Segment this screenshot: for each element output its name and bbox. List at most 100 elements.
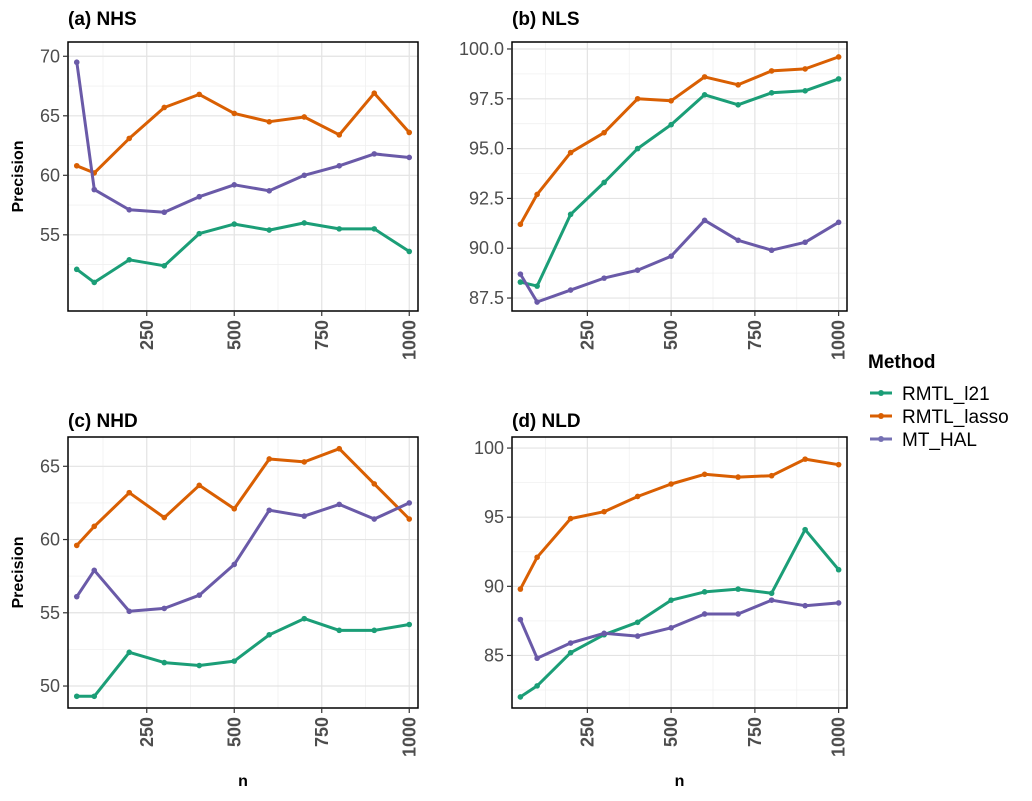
data-point-rmtl-lasso <box>196 482 203 489</box>
data-point-mt-hal <box>534 655 540 662</box>
data-point-mt-hal <box>301 172 308 179</box>
data-point-rmtl-lasso <box>802 66 808 72</box>
data-point-mt-hal <box>802 602 808 609</box>
legend-entry-mt-hal: MT_HAL <box>870 430 977 451</box>
y-tick-label: 60 <box>40 165 60 185</box>
data-point-rmtl-l21 <box>835 566 842 573</box>
data-point-rmtl-lasso <box>406 516 413 522</box>
data-point-rmtl-lasso <box>735 82 741 88</box>
data-point-mt-hal <box>567 287 574 293</box>
y-tick-label: 60 <box>40 530 60 550</box>
data-point-mt-hal <box>196 592 203 599</box>
data-point-mt-hal <box>126 608 133 615</box>
x-tick-label: 1000 <box>829 717 849 757</box>
data-point-rmtl-l21 <box>534 283 540 289</box>
data-point-rmtl-l21 <box>668 597 674 603</box>
data-point-rmtl-l21 <box>634 145 641 152</box>
data-point-mt-hal <box>701 611 708 617</box>
legend-label-rmtl-lasso: RMTL_lasso <box>902 407 1009 428</box>
data-point-mt-hal <box>371 151 378 157</box>
x-tick-label: 250 <box>137 320 157 350</box>
data-point-rmtl-lasso <box>768 472 775 479</box>
data-point-rmtl-l21 <box>735 101 741 108</box>
legend-key-point-rmtl-l21 <box>878 390 884 396</box>
data-point-rmtl-lasso <box>735 474 741 480</box>
y-tick-label: 90.0 <box>469 238 504 258</box>
data-point-rmtl-l21 <box>336 627 343 634</box>
data-point-rmtl-l21 <box>73 266 80 273</box>
data-point-mt-hal <box>406 500 413 506</box>
data-point-rmtl-lasso <box>835 461 842 468</box>
data-point-mt-hal <box>161 209 168 216</box>
panel-border <box>511 436 848 709</box>
y-tick-label: 95.0 <box>469 139 504 159</box>
data-point-rmtl-lasso <box>534 554 540 561</box>
data-point-mt-hal <box>768 247 775 254</box>
data-point-rmtl-lasso <box>336 445 343 452</box>
data-point-rmtl-lasso <box>336 132 343 138</box>
y-tick-label: 65 <box>40 106 60 126</box>
y-tick-label: 97.5 <box>469 89 504 109</box>
data-point-mt-hal <box>601 630 607 637</box>
data-point-rmtl-l21 <box>161 659 168 666</box>
y-tick-label: 95 <box>484 507 504 527</box>
legend-key-point-mt-hal <box>878 436 884 442</box>
data-point-mt-hal <box>371 516 378 522</box>
data-point-rmtl-l21 <box>567 649 574 656</box>
x-tick-label: 750 <box>312 320 332 350</box>
y-tick-label: 55 <box>40 225 60 245</box>
panel-title: (d) NLD <box>512 411 581 432</box>
data-point-rmtl-l21 <box>301 220 308 226</box>
data-point-rmtl-l21 <box>802 526 808 533</box>
data-point-rmtl-lasso <box>231 505 238 512</box>
x-tick-label: 1000 <box>399 320 419 360</box>
data-point-rmtl-lasso <box>91 523 98 530</box>
legend-title: Method <box>868 352 936 373</box>
y-tick-label: 90 <box>484 576 504 596</box>
data-point-rmtl-lasso <box>126 489 133 496</box>
y-tick-label: 92.5 <box>469 188 504 208</box>
data-point-rmtl-l21 <box>266 227 273 233</box>
data-point-rmtl-lasso <box>701 74 708 80</box>
y-axis-title: Precision <box>10 140 27 212</box>
panel-border <box>67 41 419 312</box>
x-tick-label: 500 <box>661 320 681 350</box>
data-point-rmtl-lasso <box>601 129 607 136</box>
data-point-rmtl-lasso <box>517 221 524 228</box>
x-axis-title: n <box>238 773 248 790</box>
plot-background <box>512 42 847 311</box>
data-point-rmtl-l21 <box>301 615 308 622</box>
x-tick-label: 500 <box>224 717 244 747</box>
data-point-rmtl-lasso <box>161 514 168 521</box>
data-point-mt-hal <box>406 154 413 161</box>
data-point-mt-hal <box>91 567 98 574</box>
data-point-rmtl-l21 <box>91 693 98 700</box>
data-point-mt-hal <box>517 271 524 277</box>
data-point-mt-hal <box>231 561 238 568</box>
data-point-rmtl-lasso <box>701 471 708 478</box>
data-point-rmtl-l21 <box>701 92 708 98</box>
plot-background <box>68 437 418 708</box>
data-point-mt-hal <box>73 593 80 600</box>
y-axis-title: Precision <box>10 536 27 608</box>
plot-background <box>68 42 418 311</box>
data-point-rmtl-l21 <box>266 631 273 638</box>
data-point-mt-hal <box>567 640 574 646</box>
data-point-mt-hal <box>668 253 674 260</box>
data-point-rmtl-lasso <box>301 459 308 465</box>
data-point-mt-hal <box>91 186 98 193</box>
data-point-rmtl-l21 <box>231 658 238 664</box>
data-point-rmtl-l21 <box>161 262 168 269</box>
panel-border <box>511 41 848 312</box>
data-point-rmtl-l21 <box>768 90 775 96</box>
data-point-mt-hal <box>161 605 168 612</box>
data-point-mt-hal <box>835 600 842 606</box>
data-point-rmtl-l21 <box>835 76 842 82</box>
data-point-rmtl-l21 <box>126 257 133 263</box>
data-point-mt-hal <box>301 513 308 519</box>
legend-label-mt-hal: MT_HAL <box>902 430 977 451</box>
data-point-rmtl-l21 <box>231 221 238 227</box>
data-point-rmtl-l21 <box>802 88 808 94</box>
y-tick-label: 55 <box>40 603 60 623</box>
panel-a-nhs: 55 60 65 70 250 500 750 1000 (a) NHS Precision <box>10 9 419 360</box>
